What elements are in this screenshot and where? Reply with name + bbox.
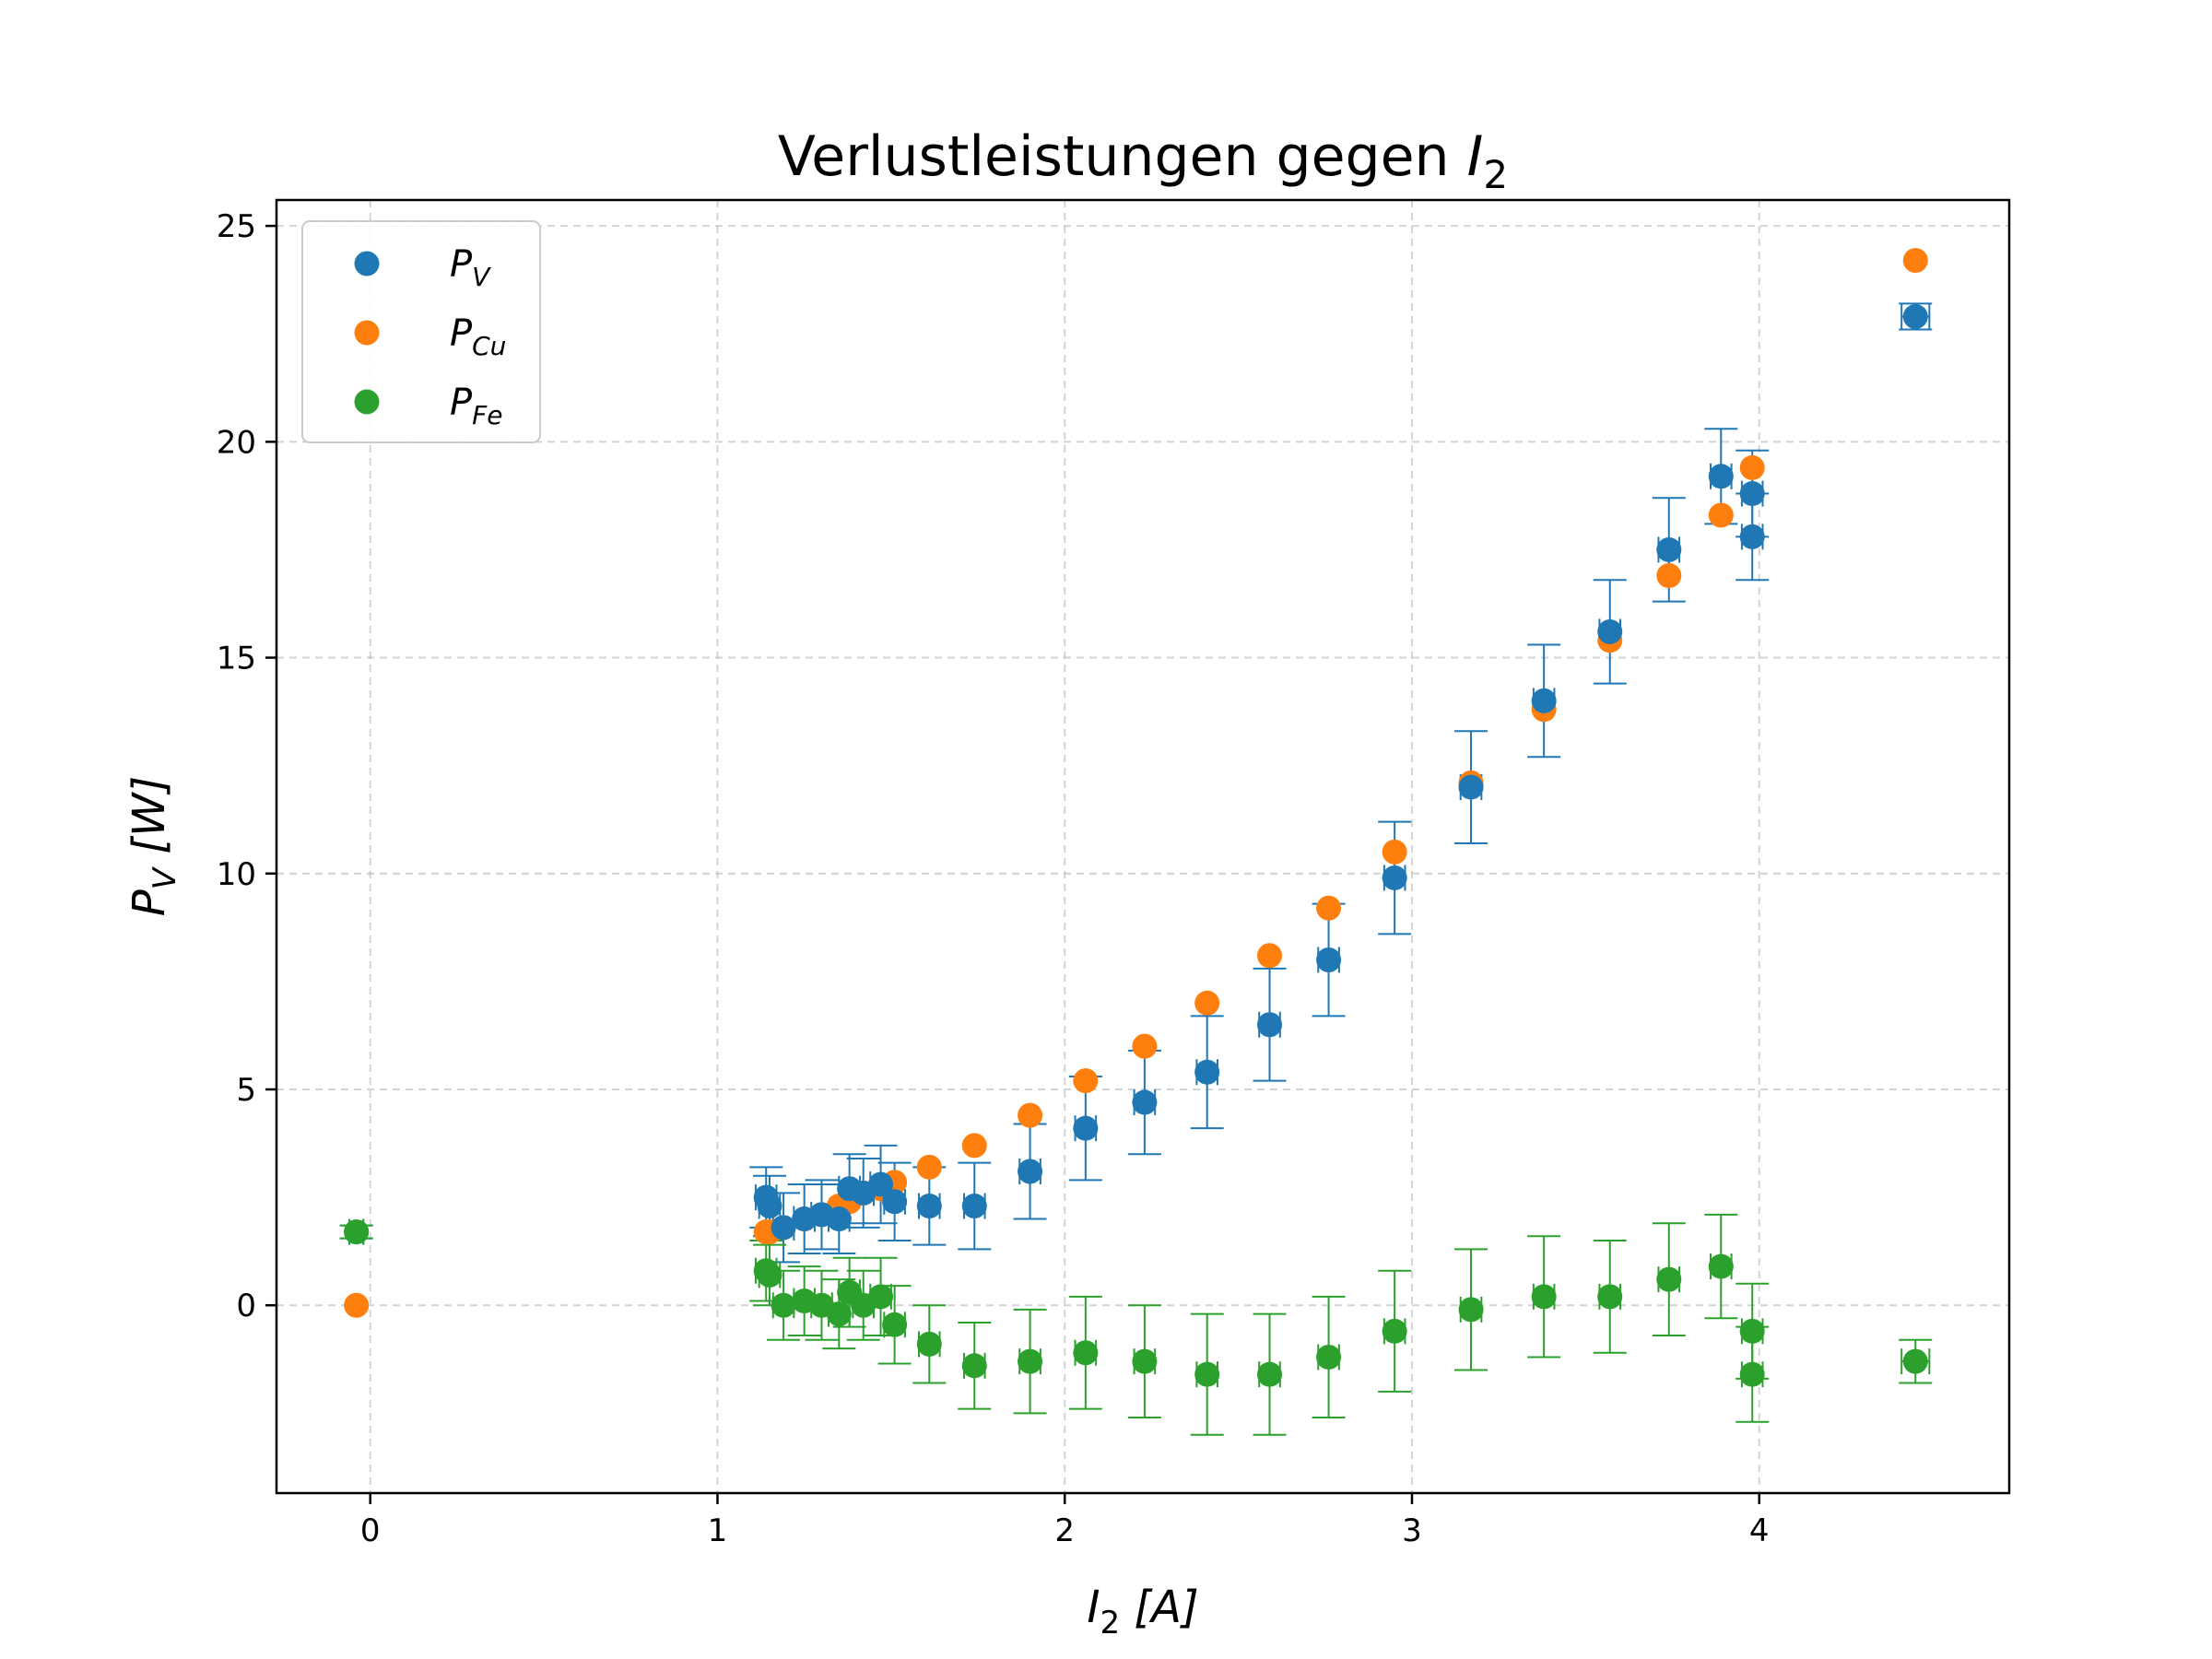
data-point-PFe — [1597, 1284, 1623, 1310]
data-point-PV — [1902, 303, 1928, 329]
data-point-PCu — [1073, 1068, 1099, 1094]
data-point-PCu — [1257, 943, 1283, 969]
legend-label-PFe: PFe — [450, 382, 502, 430]
legend-marker-PCu — [354, 320, 380, 346]
data-point-PFe — [1739, 1361, 1765, 1387]
legend-marker-PV — [354, 251, 380, 276]
data-point-PCu — [1132, 1033, 1158, 1059]
x-axis-label: I2 [A] — [1087, 1582, 1198, 1641]
x-tick-label: 4 — [1749, 1512, 1770, 1549]
data-point-PCu — [1656, 563, 1682, 589]
legend-items: PV PCu PFe — [354, 243, 506, 430]
data-point-PFe — [1132, 1348, 1158, 1374]
y-tick-label: 20 — [217, 424, 256, 461]
x-tick-label: 2 — [1054, 1512, 1075, 1549]
data-point-PV — [1656, 536, 1682, 562]
legend: PV PCu PFe — [301, 220, 541, 443]
y-tick-label: 10 — [217, 856, 256, 893]
data-point-PCu — [344, 1292, 370, 1318]
legend-label-PV: PV — [450, 243, 491, 292]
data-point-PFe — [1739, 1318, 1765, 1344]
data-point-PV — [961, 1193, 987, 1218]
data-point-PCu — [1902, 248, 1928, 274]
data-point-PV — [916, 1193, 942, 1218]
data-point-PFe — [961, 1353, 987, 1379]
data-point-PFe — [1194, 1361, 1220, 1387]
data-point-PFe — [1531, 1284, 1557, 1310]
data-point-PV — [771, 1215, 796, 1241]
data-point-PCu — [1194, 990, 1220, 1016]
data-point-PV — [1382, 865, 1407, 890]
data-point-PV — [1073, 1115, 1099, 1141]
data-markers — [344, 248, 1928, 1387]
chart-title: Verlustleistungen gegen I2 — [778, 124, 1508, 197]
data-point-PFe — [1902, 1348, 1928, 1374]
x-tick-label: 3 — [1402, 1512, 1422, 1549]
data-point-PCu — [1316, 895, 1342, 921]
data-point-PCu — [1382, 839, 1407, 865]
data-point-PV — [1531, 688, 1557, 713]
legend-marker-PFe — [354, 389, 380, 415]
data-point-PCu — [916, 1154, 942, 1180]
data-point-PV — [1257, 1012, 1283, 1038]
data-point-PFe — [826, 1301, 852, 1327]
legend-label-PCu: PCu — [450, 312, 506, 361]
data-point-PV — [1458, 774, 1484, 800]
data-point-PCu — [1739, 454, 1765, 480]
data-point-PFe — [882, 1312, 908, 1337]
data-point-PFe — [916, 1331, 942, 1357]
data-point-PFe — [868, 1284, 894, 1310]
data-point-PFe — [1382, 1318, 1407, 1344]
legend-box — [301, 220, 541, 443]
data-point-PV — [1018, 1159, 1043, 1184]
x-tick-label: 0 — [360, 1512, 381, 1549]
data-point-PV — [882, 1189, 908, 1215]
plot-frame — [275, 198, 2011, 1495]
data-point-PCu — [961, 1133, 987, 1159]
x-tick-label: 1 — [708, 1512, 728, 1549]
data-point-PV — [757, 1193, 782, 1218]
data-point-PFe — [1018, 1348, 1043, 1374]
y-tick-label: 25 — [217, 208, 256, 245]
data-point-PV — [1739, 481, 1765, 507]
data-point-PFe — [1073, 1340, 1099, 1366]
x-axis-ticks: 0 1 2 3 4 — [360, 1493, 1770, 1549]
data-point-PFe — [344, 1219, 370, 1245]
data-point-PFe — [1316, 1344, 1342, 1370]
data-point-PFe — [1656, 1266, 1682, 1292]
data-point-PV — [868, 1171, 894, 1197]
y-tick-label: 0 — [236, 1288, 256, 1324]
data-point-PV — [1739, 524, 1765, 549]
data-point-PFe — [757, 1262, 782, 1288]
y-tick-label: 5 — [236, 1072, 256, 1109]
data-point-PV — [1597, 618, 1623, 644]
data-point-PV — [1194, 1059, 1220, 1085]
data-point-PV — [1132, 1089, 1158, 1115]
data-point-PFe — [1257, 1361, 1283, 1387]
data-point-PV — [826, 1206, 852, 1232]
y-axis-ticks: 0 5 10 15 20 25 — [217, 208, 276, 1324]
data-point-PFe — [1708, 1253, 1734, 1279]
y-tick-label: 15 — [217, 641, 256, 677]
data-point-PCu — [1018, 1102, 1043, 1128]
y-axis-label: PV [W] — [124, 776, 183, 916]
data-point-PV — [1316, 947, 1342, 972]
data-point-PCu — [1708, 502, 1734, 528]
data-point-PFe — [1458, 1297, 1484, 1323]
data-point-PV — [1708, 464, 1734, 489]
data-point-PFe — [771, 1292, 796, 1318]
grid-lines — [276, 200, 2009, 1493]
